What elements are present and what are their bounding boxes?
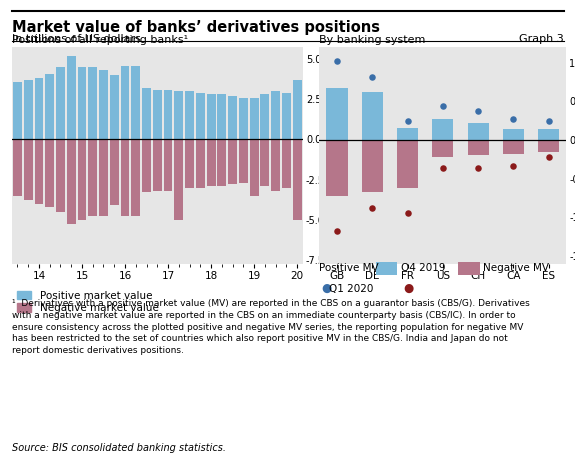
Text: Positive MV: Positive MV xyxy=(319,263,379,274)
Point xyxy=(438,102,447,110)
Text: ●: ● xyxy=(321,282,331,295)
Bar xyxy=(538,140,559,152)
Bar xyxy=(78,67,86,139)
Point xyxy=(403,210,412,217)
Bar xyxy=(67,139,76,225)
Bar xyxy=(432,140,454,157)
Bar xyxy=(185,91,194,139)
Bar xyxy=(196,93,205,139)
Bar xyxy=(217,139,227,186)
Bar xyxy=(121,65,129,139)
Bar xyxy=(260,139,269,186)
Bar xyxy=(153,139,162,191)
Bar xyxy=(206,139,216,186)
Bar xyxy=(196,139,205,187)
Bar xyxy=(142,88,151,139)
Bar xyxy=(467,140,489,155)
Point xyxy=(367,73,377,80)
Text: By banking system: By banking system xyxy=(319,35,426,45)
Legend: Positive market value, Negative market value: Positive market value, Negative market v… xyxy=(17,291,159,313)
Bar xyxy=(271,139,280,191)
Bar xyxy=(131,65,140,139)
Text: Source: BIS consolidated banking statistics.: Source: BIS consolidated banking statist… xyxy=(12,443,225,453)
Bar xyxy=(24,139,33,200)
Bar xyxy=(153,89,162,139)
Bar xyxy=(503,129,524,140)
Bar xyxy=(228,96,237,139)
Point xyxy=(438,164,447,171)
Bar xyxy=(174,91,183,139)
Bar xyxy=(56,139,65,211)
Bar xyxy=(250,97,259,139)
Bar xyxy=(174,139,183,219)
Bar xyxy=(164,89,172,139)
Bar xyxy=(397,128,418,140)
Bar xyxy=(99,139,108,216)
Point xyxy=(403,118,412,125)
Bar xyxy=(228,139,237,184)
Bar xyxy=(217,95,227,139)
Bar xyxy=(206,95,216,139)
Text: Q1 2020: Q1 2020 xyxy=(329,284,373,294)
Text: In trillions of US dollars: In trillions of US dollars xyxy=(12,34,140,44)
Bar xyxy=(432,119,454,140)
Bar xyxy=(362,140,383,192)
Bar xyxy=(142,139,151,192)
Bar xyxy=(327,140,347,195)
Bar xyxy=(239,97,248,139)
Text: Negative MV: Negative MV xyxy=(483,263,549,274)
Bar xyxy=(271,91,280,139)
Bar xyxy=(45,139,54,207)
Bar xyxy=(260,95,269,139)
Point xyxy=(509,115,518,123)
Bar xyxy=(34,139,43,203)
Bar xyxy=(110,75,118,139)
Bar xyxy=(282,93,291,139)
Point xyxy=(474,164,483,171)
Bar xyxy=(67,56,76,139)
Text: Graph 3: Graph 3 xyxy=(519,34,564,44)
Text: ¹  Derivatives with a positive market value (MV) are reported in the CBS on a gu: ¹ Derivatives with a positive market val… xyxy=(12,299,529,355)
Bar xyxy=(293,139,302,219)
Bar xyxy=(538,129,559,140)
Point xyxy=(367,204,377,212)
Bar xyxy=(503,140,524,154)
Bar xyxy=(239,139,248,183)
Point xyxy=(544,118,553,125)
Bar xyxy=(327,88,347,140)
Bar xyxy=(78,139,86,219)
Point xyxy=(509,162,518,170)
Bar xyxy=(293,80,302,139)
Bar xyxy=(282,139,291,187)
Bar xyxy=(13,81,22,139)
Bar xyxy=(467,123,489,140)
Bar xyxy=(34,78,43,139)
Bar xyxy=(397,140,418,188)
Point xyxy=(332,227,342,235)
Point xyxy=(544,153,553,161)
Bar xyxy=(89,139,97,216)
Bar xyxy=(121,139,129,216)
Bar xyxy=(110,139,118,205)
Bar xyxy=(99,70,108,139)
Point xyxy=(474,107,483,115)
Text: Positions of all reporting banks¹: Positions of all reporting banks¹ xyxy=(12,35,187,45)
Text: ●: ● xyxy=(403,282,413,295)
Point xyxy=(332,57,342,65)
Bar xyxy=(164,139,172,191)
Bar xyxy=(362,92,383,140)
Bar xyxy=(131,139,140,216)
Bar xyxy=(13,139,22,195)
Bar xyxy=(250,139,259,195)
Bar xyxy=(89,67,97,139)
Bar xyxy=(185,139,194,187)
Bar xyxy=(24,80,33,139)
Text: Market value of banks’ derivatives positions: Market value of banks’ derivatives posit… xyxy=(12,20,380,35)
Bar xyxy=(45,73,54,139)
Text: Q4 2019: Q4 2019 xyxy=(401,263,446,274)
Bar xyxy=(56,67,65,139)
